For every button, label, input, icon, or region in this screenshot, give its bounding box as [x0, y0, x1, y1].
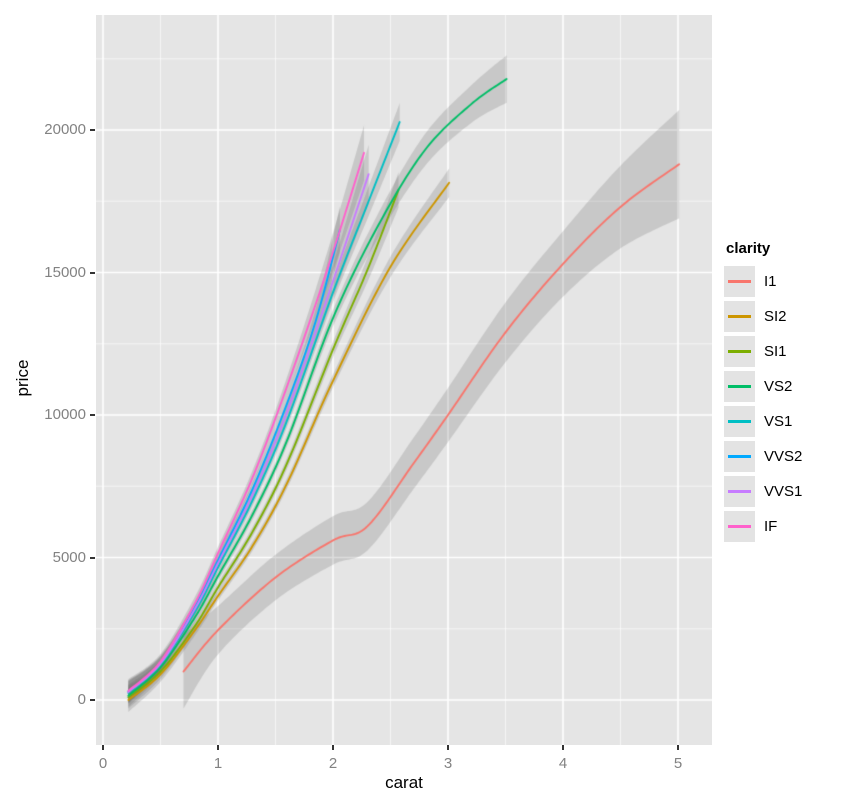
legend-key-swatch [724, 336, 755, 367]
legend-item-label: VVS2 [764, 448, 803, 465]
x-tick-label: 4 [558, 755, 568, 772]
x-axis-title: carat [385, 773, 423, 792]
legend-key-line-icon [728, 420, 751, 423]
legend-key-swatch [724, 301, 755, 332]
legend-key-swatch [724, 441, 755, 472]
x-tick-mark [217, 745, 219, 750]
legend-key-line-icon [728, 490, 751, 493]
legend-key-line-icon [728, 385, 751, 388]
x-tick-mark [332, 745, 334, 750]
x-tick-mark [562, 745, 564, 750]
legend-key-line-icon [728, 455, 751, 458]
legend-items: I1 SI2 SI1 VS2 VS1 VVS2 VVS1 IF [724, 266, 850, 542]
y-tick-label: 15000 [44, 263, 86, 281]
y-tick-label: 20000 [44, 121, 86, 138]
legend-item-label: IF [764, 518, 778, 535]
legend: clarity I1 SI2 SI1 VS2 VS1 VVS2 VVS1 IF [724, 240, 850, 546]
legend-key-swatch [724, 511, 755, 542]
plot-panel [96, 15, 712, 745]
y-axis-title: price [13, 359, 32, 397]
y-tick-label: 5000 [52, 548, 86, 566]
y-tick-label: 0 [77, 691, 86, 708]
x-tick-label: 0 [98, 755, 108, 772]
legend-key-line-icon [728, 280, 751, 283]
legend-item-i1: I1 [724, 266, 850, 297]
x-tick-label: 5 [673, 755, 683, 772]
legend-item-if: IF [724, 511, 850, 542]
y-tick-label: 10000 [44, 406, 86, 423]
legend-item-label: VS2 [764, 378, 793, 395]
legend-item-si1: SI1 [724, 336, 850, 367]
y-tick-mark [90, 414, 95, 416]
legend-item-vvs1: VVS1 [724, 476, 850, 507]
x-tick-mark [677, 745, 679, 750]
y-tick-mark [90, 129, 95, 131]
x-tick-label: 2 [328, 755, 338, 772]
y-tick-mark [90, 699, 95, 701]
legend-key-line-icon [728, 525, 751, 528]
y-tick-mark [90, 556, 95, 559]
y-tick-mark [90, 271, 95, 274]
legend-key-line-icon [728, 315, 751, 318]
x-tick-mark [102, 745, 104, 750]
legend-key-line-icon [728, 350, 751, 353]
legend-key-swatch [724, 406, 755, 437]
legend-key-swatch [724, 266, 755, 297]
legend-item-vs1: VS1 [724, 406, 850, 437]
legend-item-label: VS1 [764, 413, 793, 430]
legend-item-vvs2: VVS2 [724, 441, 850, 472]
legend-item-label: VVS1 [764, 483, 803, 500]
legend-item-vs2: VS2 [724, 371, 850, 402]
legend-item-label: I1 [764, 273, 777, 290]
x-tick-mark [447, 745, 449, 750]
x-tick-label: 1 [213, 755, 223, 772]
legend-item-si2: SI2 [724, 301, 850, 332]
legend-item-label: SI2 [764, 308, 787, 325]
legend-key-swatch [724, 371, 755, 402]
legend-key-swatch [724, 476, 755, 507]
legend-item-label: SI1 [764, 343, 787, 360]
legend-title: clarity [726, 240, 771, 257]
x-tick-label: 3 [443, 755, 453, 772]
